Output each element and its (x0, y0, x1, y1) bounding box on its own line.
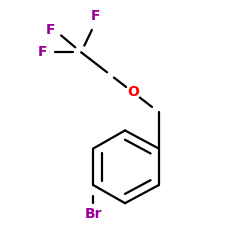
Text: F: F (90, 9, 100, 23)
Text: F: F (46, 24, 55, 38)
Text: Br: Br (84, 207, 102, 221)
Text: O: O (127, 85, 139, 99)
Text: F: F (38, 45, 47, 59)
